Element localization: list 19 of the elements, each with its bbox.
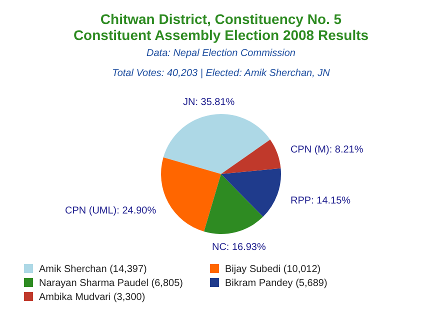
data-label: CPN (UML): 24.90% xyxy=(64,206,156,217)
pie-slice xyxy=(204,174,264,234)
chart-subtitle: Constituent Assembly Election 2008 Results xyxy=(73,27,369,43)
pie-slice xyxy=(163,114,270,174)
legend-label: Amik Sherchan (14,397) xyxy=(39,264,147,275)
text: Total Votes: 40,203 | Elected: Amik Sherchan, JN xyxy=(112,68,331,79)
pie-slice xyxy=(161,157,221,232)
legend-label: Ambika Mudvari (3,300) xyxy=(39,292,146,303)
data-label: RPP: 14.15% xyxy=(290,195,351,206)
legend-label: Bikram Pandey (5,689) xyxy=(225,278,328,289)
data-label: CPN (M): 8.21% xyxy=(290,144,364,156)
legend-label: Narayan Sharma Paudel (6,805) xyxy=(39,278,183,289)
data-label: NC: 16.93% xyxy=(212,242,266,253)
pie-slice xyxy=(221,168,281,217)
chart-title: Chitwan District, Constituency No. 5 xyxy=(100,11,342,27)
legend-label: Bijay Subedi (10,012) xyxy=(225,264,321,275)
data-label: JN: 35.81% xyxy=(182,97,235,108)
pie-slice xyxy=(221,140,281,174)
text: Data: Nepal Election Commission xyxy=(146,48,296,59)
